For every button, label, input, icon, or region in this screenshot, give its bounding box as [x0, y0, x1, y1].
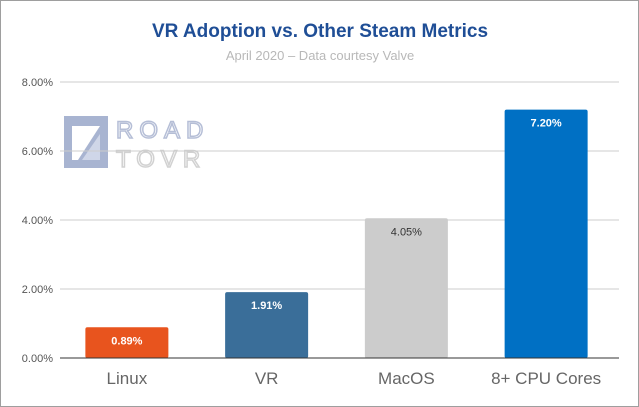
- y-tick-label: 6.00%: [22, 146, 53, 158]
- data-label: 4.05%: [391, 226, 422, 238]
- y-tick-label: 4.00%: [22, 215, 53, 227]
- bar-8-cpu-cores: [504, 109, 588, 358]
- data-label: 7.20%: [531, 118, 562, 130]
- bar-linux: [85, 327, 169, 358]
- x-tick-label: MacOS: [378, 369, 435, 388]
- svg-text:TOVR: TOVR: [116, 146, 206, 173]
- svg-text:ROAD: ROAD: [116, 117, 209, 144]
- data-label: 1.91%: [251, 300, 282, 312]
- y-tick-label: 2.00%: [22, 284, 53, 296]
- chart-title: VR Adoption vs. Other Steam Metrics: [152, 21, 488, 42]
- bar-macos: [364, 218, 448, 358]
- chart-subtitle: April 2020 – Data courtesy Valve: [226, 48, 414, 63]
- y-tick-label: 8.00%: [22, 77, 53, 89]
- bar-vr: [225, 292, 309, 358]
- y-tick-label: 0.00%: [22, 353, 53, 365]
- x-tick-label: VR: [255, 369, 279, 388]
- x-tick-label: 8+ CPU Cores: [491, 369, 601, 388]
- roadtovr-logo-watermark: ROAD TOVR: [64, 116, 209, 174]
- x-tick-label: Linux: [107, 369, 148, 388]
- data-label: 0.89%: [111, 335, 142, 347]
